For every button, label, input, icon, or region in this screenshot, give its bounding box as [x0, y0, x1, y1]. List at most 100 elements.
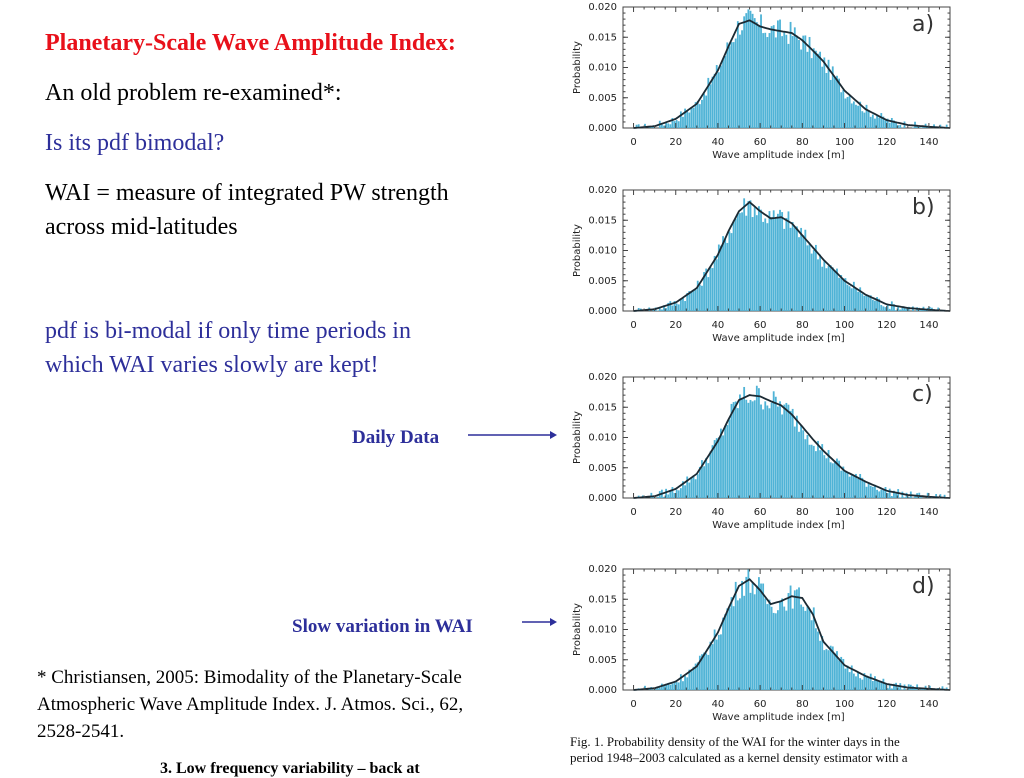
histogram-bar [769, 211, 771, 311]
histogram-bar [807, 52, 809, 128]
x-tick-label: 80 [796, 137, 809, 148]
histogram-bar [885, 120, 887, 128]
histogram-bar [779, 601, 781, 690]
histogram-bar [920, 310, 922, 311]
histogram-bar [781, 212, 783, 311]
histogram-bar [720, 65, 722, 128]
histogram-bar [697, 474, 699, 498]
histogram-bar [796, 416, 798, 498]
histogram-bar [669, 124, 671, 128]
histogram-bar [840, 471, 842, 498]
y-tick-label: 0.020 [588, 185, 617, 196]
histogram-bar [872, 681, 874, 690]
histogram-bar [718, 72, 720, 128]
histogram-bar [836, 76, 838, 128]
histogram-bar [743, 387, 745, 498]
histogram-bar [819, 255, 821, 311]
histogram-bar [815, 628, 817, 690]
histogram-bar [714, 256, 716, 311]
x-tick-label: 140 [919, 507, 938, 518]
y-axis-title: Probability [572, 224, 583, 277]
histogram-bar [802, 430, 804, 498]
histogram-bar [674, 121, 676, 128]
histogram-bar [724, 614, 726, 690]
histogram-bar [728, 46, 730, 128]
histogram-bar [783, 229, 785, 311]
density-curve [634, 202, 951, 311]
histogram-bar [870, 486, 872, 498]
histogram-bar [728, 231, 730, 311]
histogram-bar [807, 435, 809, 498]
x-tick-label: 20 [669, 699, 682, 710]
histogram-bar [790, 22, 792, 128]
histogram-bar [733, 221, 735, 311]
histogram-bar [756, 386, 758, 498]
histogram-bar [819, 450, 821, 498]
histogram-bar [756, 215, 758, 311]
histogram-bar [745, 577, 747, 690]
panel-label: b) [912, 195, 935, 220]
histogram-bar [864, 481, 866, 498]
y-tick-label: 0.000 [588, 685, 617, 696]
histogram-bar [804, 611, 806, 690]
x-tick-label: 40 [712, 699, 725, 710]
histogram-bar [747, 201, 749, 311]
y-tick-label: 0.005 [588, 463, 617, 474]
histogram-bar [743, 198, 745, 311]
histogram-bar [758, 26, 760, 128]
histogram-bar [802, 36, 804, 128]
x-tick-label: 20 [669, 137, 682, 148]
histogram-bar [798, 237, 800, 311]
histogram-bar [775, 613, 777, 690]
x-tick-label: 0 [630, 699, 636, 710]
histogram-bar [788, 593, 790, 690]
histogram-bar [760, 405, 762, 498]
histogram-bar [773, 613, 775, 690]
histogram-bar [798, 40, 800, 128]
histogram-bar [779, 20, 781, 128]
histogram-bar [821, 444, 823, 498]
reference-line-3: 2528-2541. [37, 718, 577, 745]
histogram-bar [764, 33, 766, 128]
histogram-bar [798, 432, 800, 498]
histogram-bar [737, 214, 739, 311]
histogram-bar [830, 80, 832, 128]
histogram-bar [880, 113, 882, 128]
histogram-bar [783, 405, 785, 498]
histogram-bar [834, 271, 836, 311]
histogram-bar [817, 259, 819, 311]
histogram-bar [828, 650, 830, 690]
histogram-bar [792, 409, 794, 498]
histogram-bar [809, 609, 811, 690]
histogram-bar [792, 609, 794, 690]
histogram-bar [699, 285, 701, 311]
histogram-bar [868, 296, 870, 311]
histogram-bar [828, 266, 830, 311]
histogram-bar [678, 682, 680, 690]
conclusion-line-2: which WAI varies slowly are kept! [45, 348, 378, 382]
histogram-bar [693, 108, 695, 128]
y-tick-label: 0.015 [588, 402, 617, 413]
histogram-bar [895, 310, 897, 311]
histogram-bar [775, 218, 777, 311]
y-tick-label: 0.015 [588, 32, 617, 43]
histogram-bar [716, 259, 718, 311]
x-axis-title: Wave amplitude index [m] [712, 712, 845, 723]
histogram-bar [741, 30, 743, 128]
histogram-bar [868, 678, 870, 690]
histogram-bar [745, 13, 747, 128]
histogram-bar [800, 425, 802, 498]
histogram-bar [771, 607, 773, 690]
histogram-bar [741, 212, 743, 311]
histogram-bar [775, 37, 777, 128]
histogram-bar [811, 254, 813, 311]
histogram-bar [691, 671, 693, 690]
y-tick-label: 0.000 [588, 306, 617, 317]
panel-label: d) [912, 574, 935, 599]
slow-variation-label: Slow variation in WAI [292, 616, 473, 638]
histogram-bar [667, 494, 669, 498]
x-tick-label: 40 [712, 137, 725, 148]
histogram-bar [870, 117, 872, 128]
histogram-bar [678, 490, 680, 498]
